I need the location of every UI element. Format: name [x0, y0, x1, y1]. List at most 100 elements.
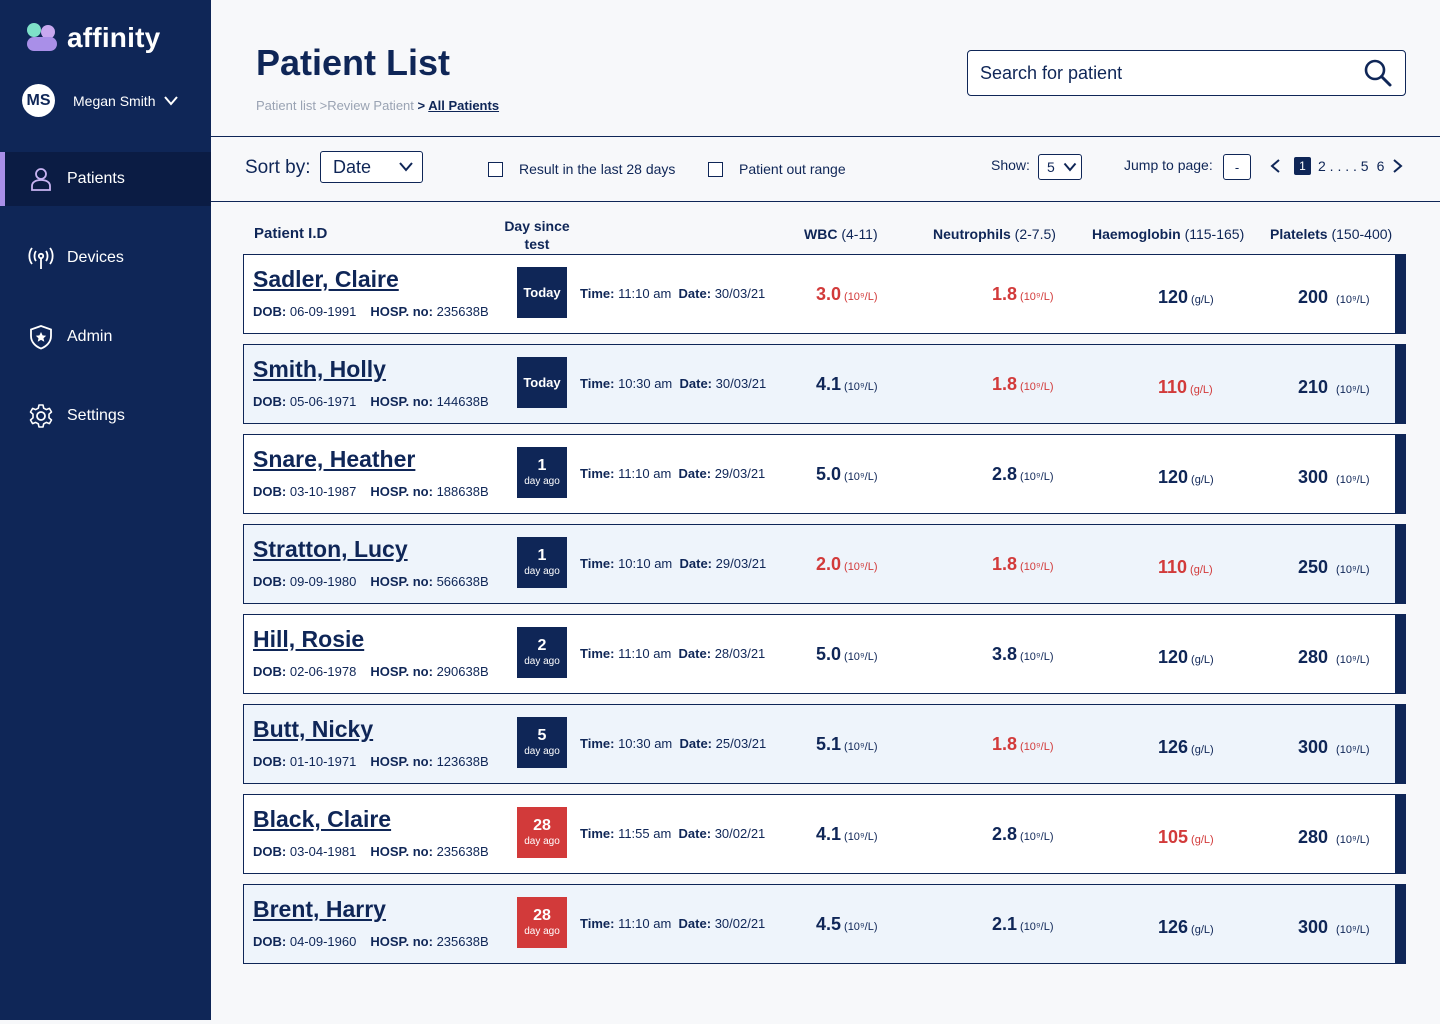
haemoglobin-value: 120 (g/L): [1158, 647, 1214, 668]
chevron-left-icon: [1270, 159, 1280, 173]
value-unit: (g/L): [1191, 474, 1214, 486]
value-number: 5.1: [816, 734, 842, 754]
column-header-patient-id[interactable]: Patient I.D: [254, 225, 328, 242]
patient-row[interactable]: Black, Claire DOB: 03-04-1981 HOSP. no: 2…: [243, 794, 1406, 874]
show-count-select[interactable]: 5: [1038, 154, 1082, 180]
value-number: 2.1: [992, 914, 1018, 934]
page-links[interactable]: 2 . . . . 5: [1318, 158, 1369, 174]
haemoglobin-value: 110 (g/L): [1158, 377, 1213, 398]
platelets-value: 200 (10⁹/L): [1298, 287, 1370, 308]
column-range: (150-400): [1331, 226, 1393, 242]
value-unit: (10⁹/L): [1020, 471, 1054, 483]
time-value: 10:10 am: [618, 556, 673, 571]
value-unit: (10⁹/L): [1020, 561, 1054, 573]
value-unit: (10⁹/L): [1336, 474, 1370, 486]
patient-name-link[interactable]: Stratton, Lucy: [253, 536, 408, 562]
value-unit: (g/L): [1191, 654, 1214, 666]
test-timestamp: Time: 11:10 am Date: 30/03/21: [580, 286, 765, 301]
patient-row[interactable]: Butt, Nicky DOB: 01-10-1971 HOSP. no: 123…: [243, 704, 1406, 784]
badge-main: Today: [523, 284, 561, 300]
value-unit: (10⁹/L): [844, 471, 878, 483]
sidebar-item-admin[interactable]: Admin: [0, 310, 211, 364]
jump-to-page-input[interactable]: -: [1223, 154, 1251, 180]
date-value: 30/03/21: [714, 286, 766, 301]
next-page-button[interactable]: [1392, 158, 1404, 174]
sidebar-item-patients[interactable]: Patients: [0, 152, 211, 206]
time-value: 11:10 am: [618, 286, 672, 301]
sidebar-item-label: Admin: [67, 328, 113, 345]
breadcrumb-patient-list[interactable]: Patient list >: [256, 98, 328, 113]
patient-name-link[interactable]: Black, Claire: [253, 806, 392, 832]
patient-name-link[interactable]: Hill, Rosie: [253, 626, 365, 652]
haemoglobin-value: 120 (g/L): [1158, 467, 1214, 488]
sort-select[interactable]: Date: [320, 151, 423, 183]
patient-name-link[interactable]: Snare, Heather: [253, 446, 416, 472]
patient-row[interactable]: Stratton, Lucy DOB: 09-09-1980 HOSP. no: …: [243, 524, 1406, 604]
value-unit: (10⁹/L): [1020, 291, 1054, 303]
page-last[interactable]: 6: [1376, 158, 1385, 174]
wbc-value: 4.5 (10⁹/L): [816, 914, 877, 935]
column-header-wbc[interactable]: WBC (4-11): [804, 226, 878, 242]
date-value: 25/03/21: [715, 736, 767, 751]
prev-page-button[interactable]: [1269, 158, 1281, 174]
hosp-label: HOSP. no:: [370, 844, 433, 859]
patient-name-link[interactable]: Smith, Holly: [253, 356, 386, 382]
patient-row[interactable]: Sadler, Claire DOB: 06-09-1991 HOSP. no: …: [243, 254, 1406, 334]
day-since-test-badge: 1 day ago: [517, 447, 567, 498]
user-menu[interactable]: MS Megan Smith: [22, 84, 179, 117]
dob-value: 03-10-1987: [289, 484, 357, 499]
patient-name-link[interactable]: Sadler, Claire: [253, 266, 399, 292]
sidebar-item-settings[interactable]: Settings: [0, 389, 211, 443]
badge-main: 1: [537, 547, 547, 564]
date-value: 29/03/21: [715, 556, 767, 571]
filter-last-28-days[interactable]: Result in the last 28 days: [488, 161, 675, 177]
checkbox[interactable]: [708, 161, 723, 177]
breadcrumb: Patient list >Review Patient > All Patie…: [256, 98, 499, 113]
badge-sub: day ago: [524, 566, 560, 577]
value-unit: (10⁹/L): [1336, 294, 1370, 306]
jump-label: Jump to page:: [1124, 157, 1213, 173]
date-label: Date:: [678, 826, 712, 841]
haemoglobin-value: 105 (g/L): [1158, 827, 1214, 848]
column-header-haemoglobin[interactable]: Haemoglobin (115-165): [1092, 226, 1244, 242]
logo-mark-icon: [27, 23, 57, 53]
platelets-value: 210 (10⁹/L): [1298, 377, 1370, 398]
search-icon[interactable]: [1363, 58, 1393, 88]
row-accent-bar: [1395, 704, 1406, 784]
patient-row[interactable]: Hill, Rosie DOB: 02-06-1978 HOSP. no: 290…: [243, 614, 1406, 694]
app-logo[interactable]: affinity: [27, 22, 160, 54]
haemoglobin-value: 120 (g/L): [1158, 287, 1214, 308]
sort-value: Date: [333, 156, 372, 177]
filter-out-of-range[interactable]: Patient out range: [708, 161, 846, 177]
hosp-value: 123638B: [436, 754, 489, 769]
column-header-platelets[interactable]: Platelets (150-400): [1270, 226, 1392, 242]
search-input[interactable]: [980, 62, 1363, 84]
breadcrumb-review-patient[interactable]: Review Patient: [327, 98, 414, 113]
patient-row[interactable]: Snare, Heather DOB: 03-10-1987 HOSP. no: …: [243, 434, 1406, 514]
breadcrumb-current[interactable]: All Patients: [428, 98, 500, 113]
checkbox[interactable]: [488, 161, 503, 177]
page-current[interactable]: 1: [1294, 157, 1311, 175]
patient-list: Sadler, Claire DOB: 06-09-1991 HOSP. no: …: [243, 254, 1406, 974]
value-unit: (g/L): [1190, 384, 1213, 396]
hosp-label: HOSP. no:: [370, 304, 433, 319]
patient-meta: DOB: 02-06-1978 HOSP. no: 290638B: [253, 664, 489, 679]
dob-value: 03-04-1981: [289, 844, 357, 859]
patient-row[interactable]: Brent, Harry DOB: 04-09-1960 HOSP. no: 23…: [243, 884, 1406, 964]
column-header-day-since-test[interactable]: Day since test: [504, 218, 570, 252]
value-unit: (10⁹/L): [844, 381, 878, 393]
platelets-value: 300 (10⁹/L): [1298, 917, 1370, 938]
patient-row[interactable]: Smith, Holly DOB: 05-06-1971 HOSP. no: 14…: [243, 344, 1406, 424]
patient-name-link[interactable]: Brent, Harry: [253, 896, 386, 922]
date-label: Date:: [678, 286, 712, 301]
date-value: 30/02/21: [714, 826, 766, 841]
neutrophils-value: 2.8 (10⁹/L): [992, 824, 1053, 845]
column-header-neutrophils[interactable]: Neutrophils (2-7.5): [933, 226, 1056, 242]
day-since-test-badge: Today: [517, 267, 567, 318]
sidebar-item-devices[interactable]: Devices: [0, 231, 211, 285]
column-name: WBC: [804, 226, 838, 242]
time-label: Time:: [580, 286, 615, 301]
gear-icon: [29, 404, 53, 428]
patient-name-link[interactable]: Butt, Nicky: [253, 716, 374, 742]
value-unit: (10⁹/L): [844, 741, 878, 753]
